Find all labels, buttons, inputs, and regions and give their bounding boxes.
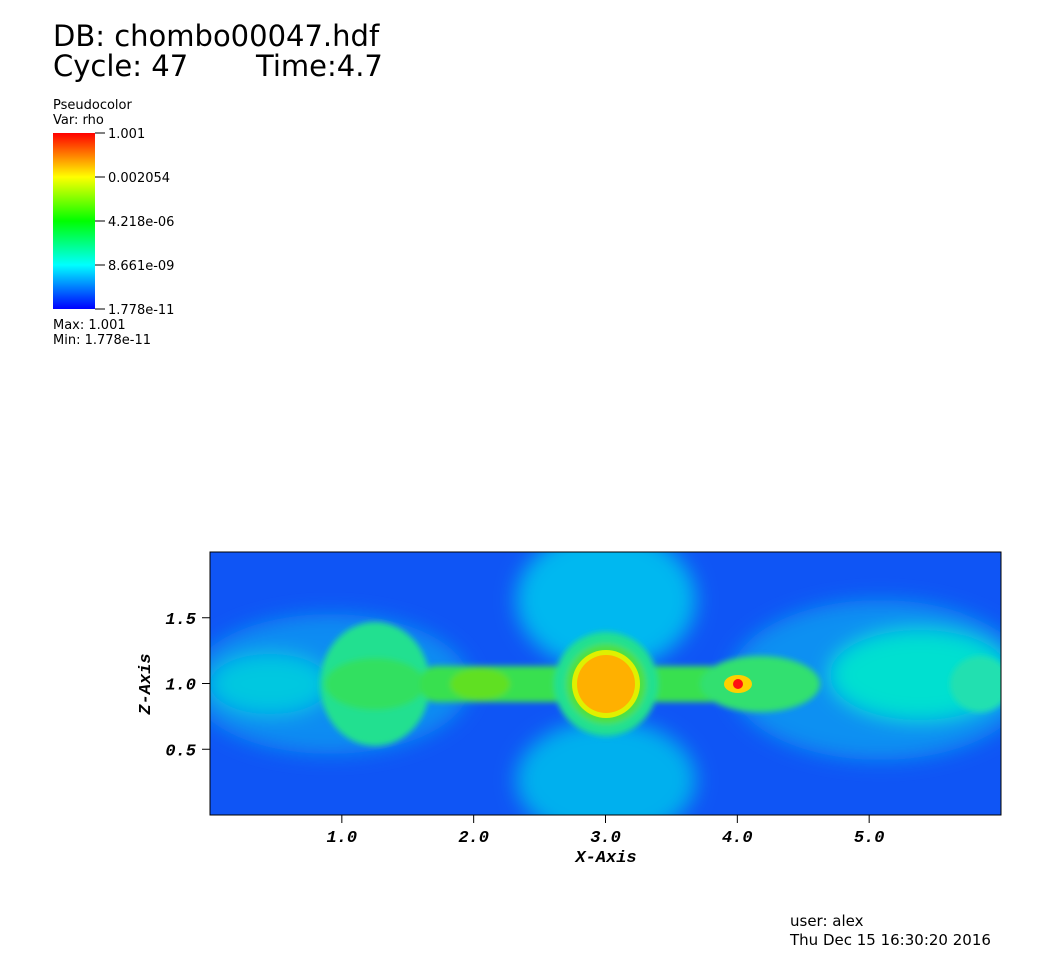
time-label: Time:4.7 bbox=[255, 49, 383, 83]
date-label: Thu Dec 15 16:30:20 2016 bbox=[789, 931, 991, 949]
cycle-label: Cycle: 47 bbox=[53, 49, 188, 83]
y-tick-label: 1.5 bbox=[165, 611, 196, 630]
x-tick-label: 1.0 bbox=[327, 829, 358, 848]
max-label: Max: 1.001 bbox=[53, 318, 126, 333]
field bbox=[210, 552, 1001, 815]
colorbar-tick-label: 4.218e-06 bbox=[108, 215, 174, 230]
x-tick-label: 3.0 bbox=[590, 829, 621, 848]
y-axis-label: Z-Axis bbox=[137, 653, 156, 715]
colorbar-tick-label: 0.002054 bbox=[108, 171, 170, 186]
colorbar-tick-label: 1.778e-11 bbox=[108, 303, 174, 318]
database-label: DB: chombo00047.hdf bbox=[53, 19, 380, 53]
x-tick-label: 5.0 bbox=[854, 829, 885, 848]
y-tick-label: 0.5 bbox=[165, 742, 196, 761]
y-tick-label: 1.0 bbox=[165, 677, 196, 696]
x-tick-label: 2.0 bbox=[458, 829, 489, 848]
x-tick-label: 4.0 bbox=[722, 829, 753, 848]
colorbar bbox=[53, 133, 95, 309]
user-label: user: alex bbox=[790, 912, 864, 930]
x-axis-label: X-Axis bbox=[574, 849, 636, 868]
legend-title: Pseudocolor bbox=[53, 98, 132, 113]
min-label: Min: 1.778e-11 bbox=[53, 333, 151, 348]
colorbar-tick-label: 1.001 bbox=[108, 127, 145, 142]
colorbar-tick-label: 8.661e-09 bbox=[108, 259, 174, 274]
legend-variable: Var: rho bbox=[53, 113, 104, 128]
